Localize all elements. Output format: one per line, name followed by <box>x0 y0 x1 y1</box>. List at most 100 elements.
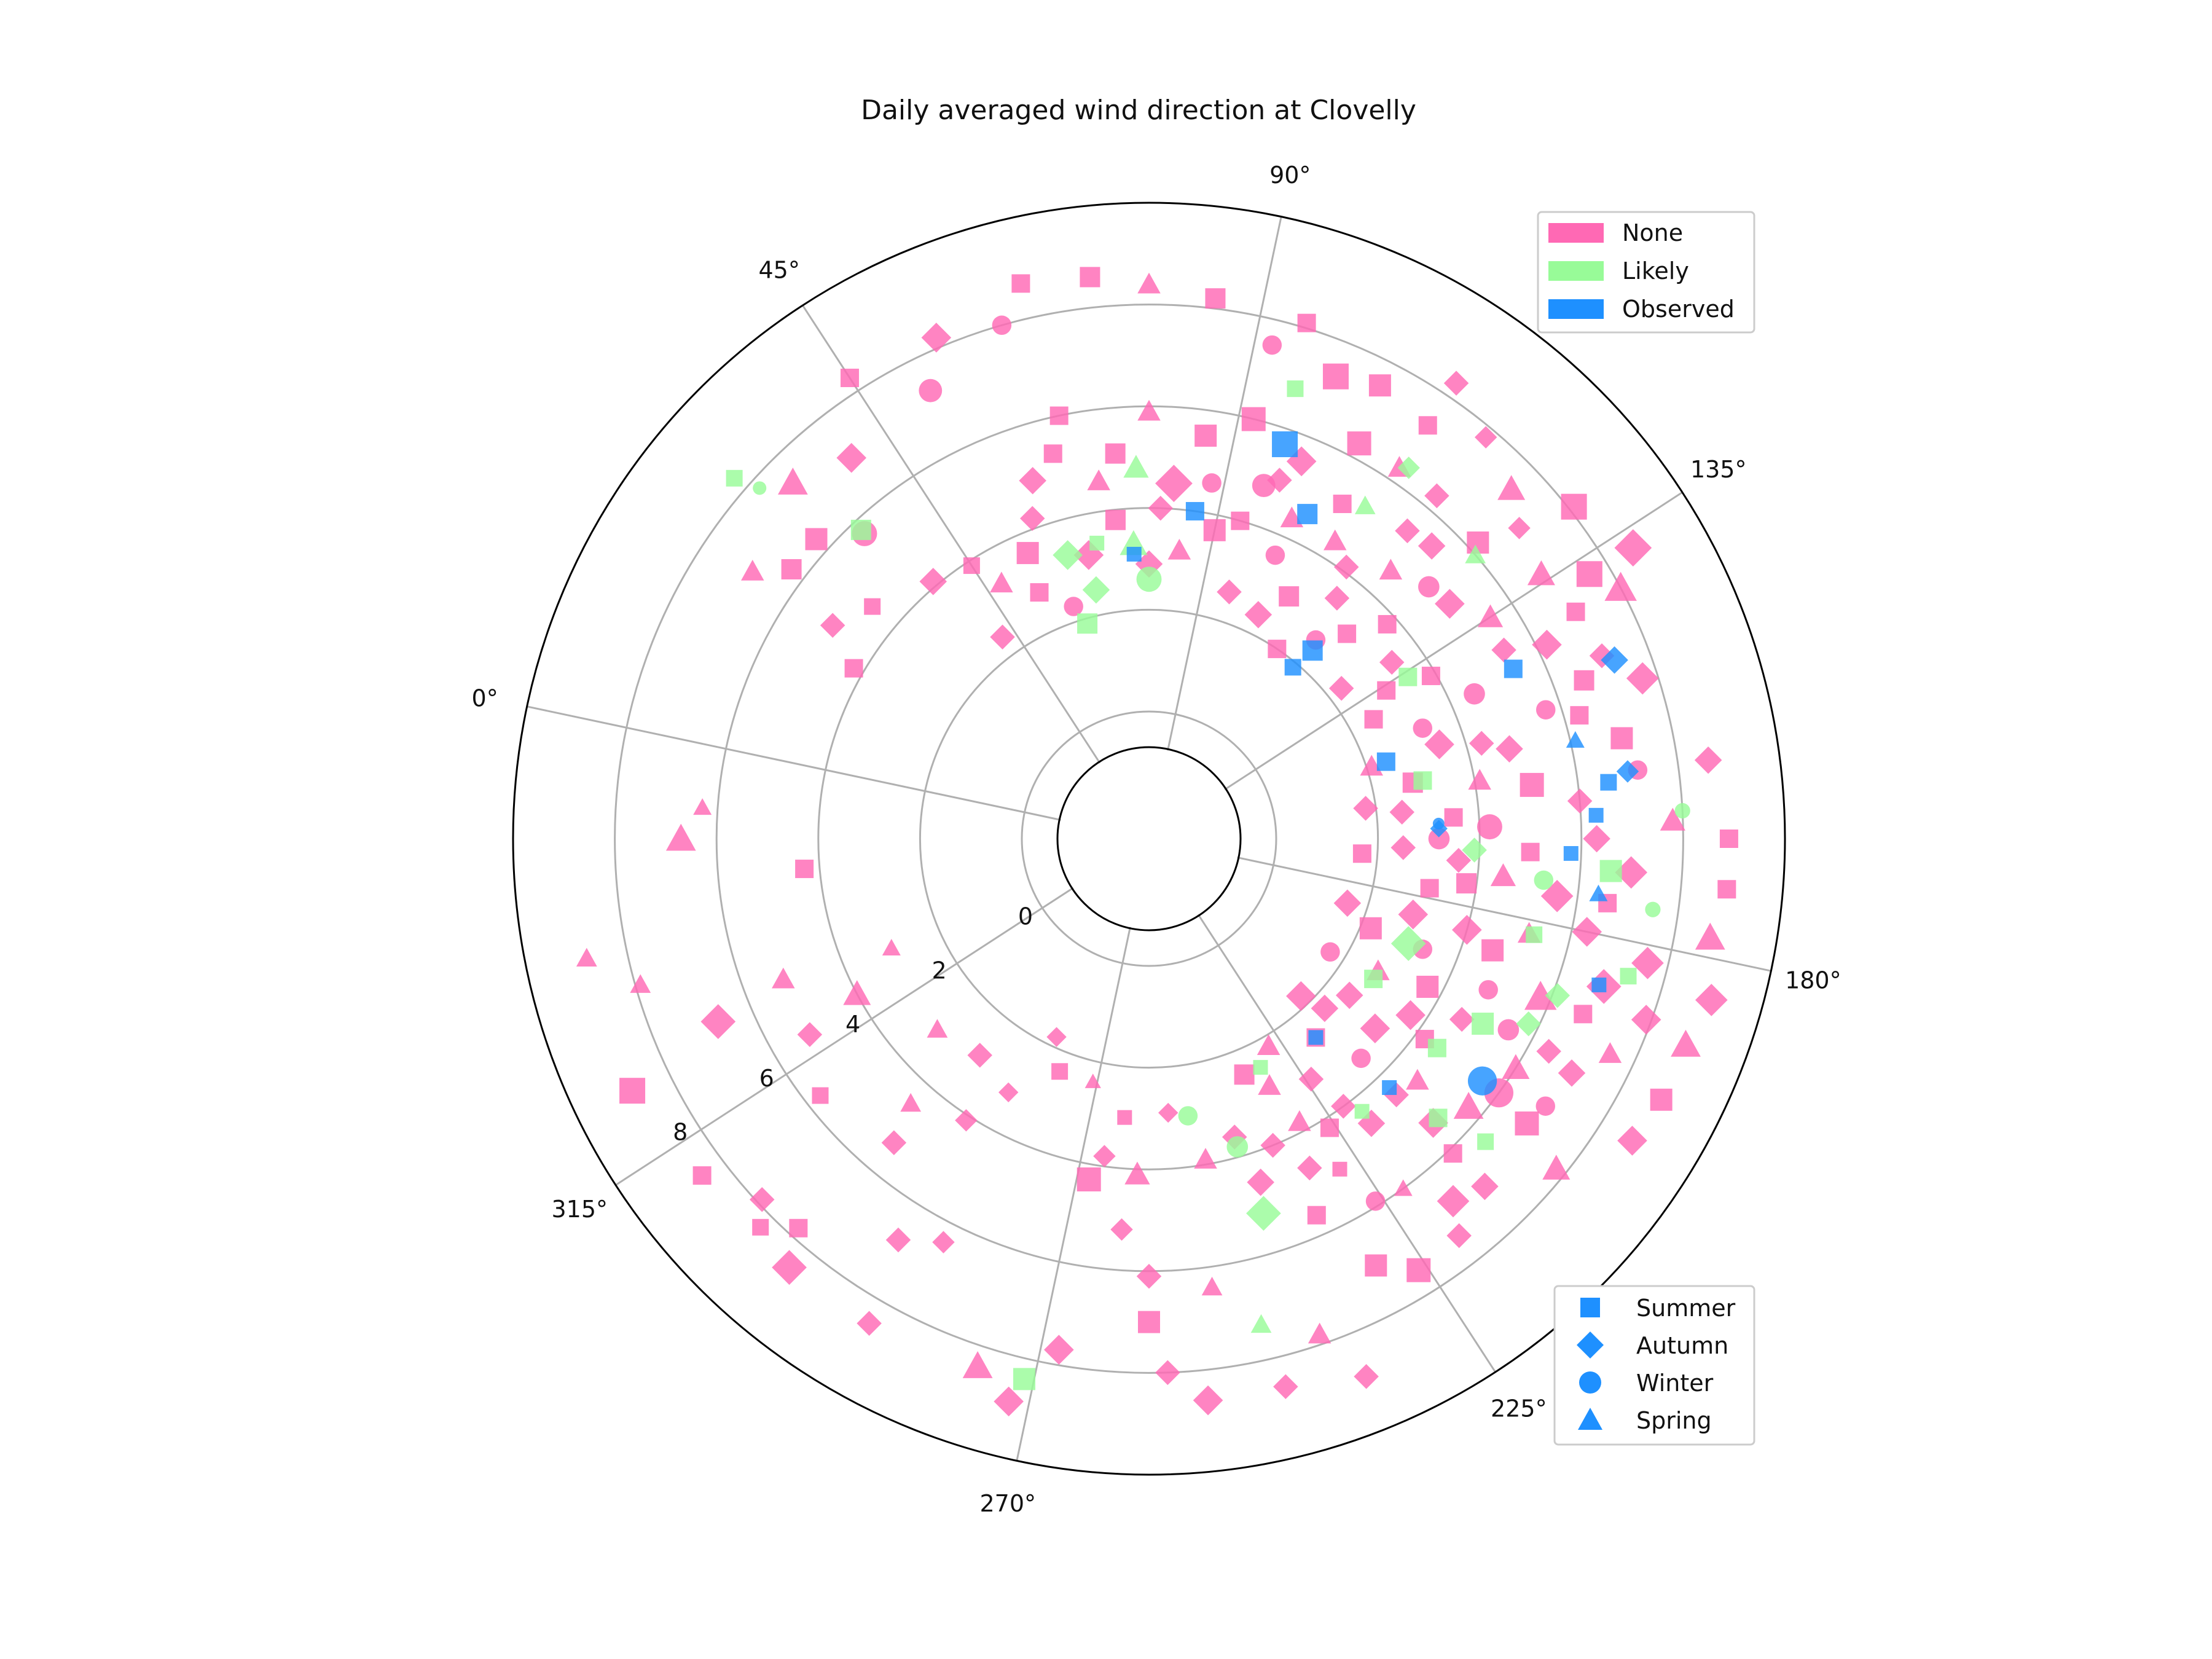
theta-gridline <box>527 705 1150 840</box>
data-point <box>795 860 814 879</box>
data-point <box>932 1231 955 1253</box>
data-point <box>1193 1385 1223 1416</box>
data-point <box>1477 604 1504 627</box>
data-point <box>1089 535 1105 551</box>
data-point <box>955 1109 978 1132</box>
data-point <box>1567 788 1593 814</box>
data-point <box>1335 981 1363 1010</box>
legend-color-label: Likely <box>1622 257 1689 284</box>
data-point <box>1379 559 1403 580</box>
data-point <box>1645 901 1661 917</box>
data-point <box>1418 416 1437 435</box>
data-point <box>1671 1029 1701 1057</box>
data-point <box>992 315 1012 335</box>
theta-tick-label: 0° <box>472 684 498 712</box>
data-point <box>1049 406 1069 425</box>
data-point <box>1534 870 1554 890</box>
data-point <box>726 469 743 487</box>
data-point <box>1260 1132 1285 1158</box>
theta-tick-label: 270° <box>979 1490 1036 1517</box>
data-point <box>1203 519 1226 541</box>
legend-marker-symbol <box>1578 1408 1602 1430</box>
data-point <box>777 467 808 495</box>
data-point <box>850 519 871 540</box>
data-point <box>1148 495 1174 521</box>
data-point <box>1390 926 1426 961</box>
data-point <box>772 1250 807 1285</box>
data-point <box>1610 727 1633 750</box>
r-gridline <box>614 304 1684 1374</box>
data-point <box>1265 545 1285 565</box>
legend-marker-label: Spring <box>1636 1407 1712 1434</box>
data-point <box>1354 495 1376 514</box>
data-point <box>1394 1179 1413 1196</box>
data-point <box>1524 981 1557 1010</box>
data-point <box>1019 466 1046 495</box>
data-point <box>630 974 651 993</box>
data-point <box>1420 879 1439 898</box>
data-point <box>1453 1092 1484 1119</box>
theta-gridline <box>1148 492 1683 840</box>
data-point <box>1395 518 1420 544</box>
data-point <box>1137 399 1161 421</box>
data-point <box>1043 444 1062 463</box>
data-point <box>1364 970 1383 989</box>
data-point <box>1418 532 1446 560</box>
data-point <box>1234 1064 1255 1085</box>
data-point <box>1694 746 1722 774</box>
data-point <box>1257 1034 1281 1056</box>
chart-title: Daily averaged wind direction at Clovell… <box>861 95 1416 126</box>
data-point <box>1053 540 1083 570</box>
data-point <box>1469 731 1494 756</box>
data-point <box>1347 431 1371 456</box>
data-point <box>1087 469 1110 490</box>
data-point <box>1620 968 1637 985</box>
data-point <box>1253 1060 1268 1075</box>
r-tick-label: 6 <box>759 1065 774 1092</box>
data-point <box>1331 1094 1356 1119</box>
data-point <box>1126 546 1142 562</box>
data-point <box>1418 576 1440 598</box>
data-point <box>857 1311 882 1336</box>
r-gridline <box>919 608 1379 1069</box>
data-point <box>1137 272 1161 294</box>
r-tick-label: 2 <box>931 957 946 984</box>
data-point <box>1178 1106 1198 1126</box>
data-point <box>1136 567 1162 592</box>
data-point <box>1526 926 1543 943</box>
data-point <box>1328 676 1354 701</box>
data-point <box>1695 984 1728 1016</box>
legend-color-label: Observed <box>1622 296 1735 323</box>
data-point <box>1491 637 1516 663</box>
data-point <box>665 823 696 851</box>
data-point <box>1217 579 1242 605</box>
data-point <box>1123 455 1149 478</box>
data-point <box>1284 659 1301 676</box>
data-point <box>1614 529 1652 567</box>
data-point <box>1497 475 1526 500</box>
data-point <box>1516 1011 1541 1037</box>
data-point <box>1377 681 1396 700</box>
data-point <box>772 967 795 989</box>
data-point <box>1572 917 1602 947</box>
data-point <box>1443 371 1469 396</box>
data-point <box>1311 994 1339 1022</box>
data-point <box>1413 718 1433 738</box>
data-point <box>1583 825 1610 853</box>
data-point <box>1353 796 1378 821</box>
data-point <box>927 1019 948 1038</box>
data-point <box>1324 529 1347 551</box>
data-point <box>1338 624 1357 643</box>
theta-tick-label: 45° <box>758 256 799 283</box>
data-point <box>1588 807 1604 823</box>
legend-marker: Summer Autumn Winter Spring <box>1553 1285 1755 1446</box>
data-point <box>1561 493 1587 520</box>
data-point <box>753 481 767 495</box>
data-point <box>919 378 943 402</box>
data-point <box>919 568 947 595</box>
data-point <box>1308 1322 1332 1344</box>
data-point <box>1105 509 1126 530</box>
data-point <box>1194 425 1217 447</box>
data-point <box>1333 554 1359 580</box>
data-point <box>1382 1080 1397 1096</box>
